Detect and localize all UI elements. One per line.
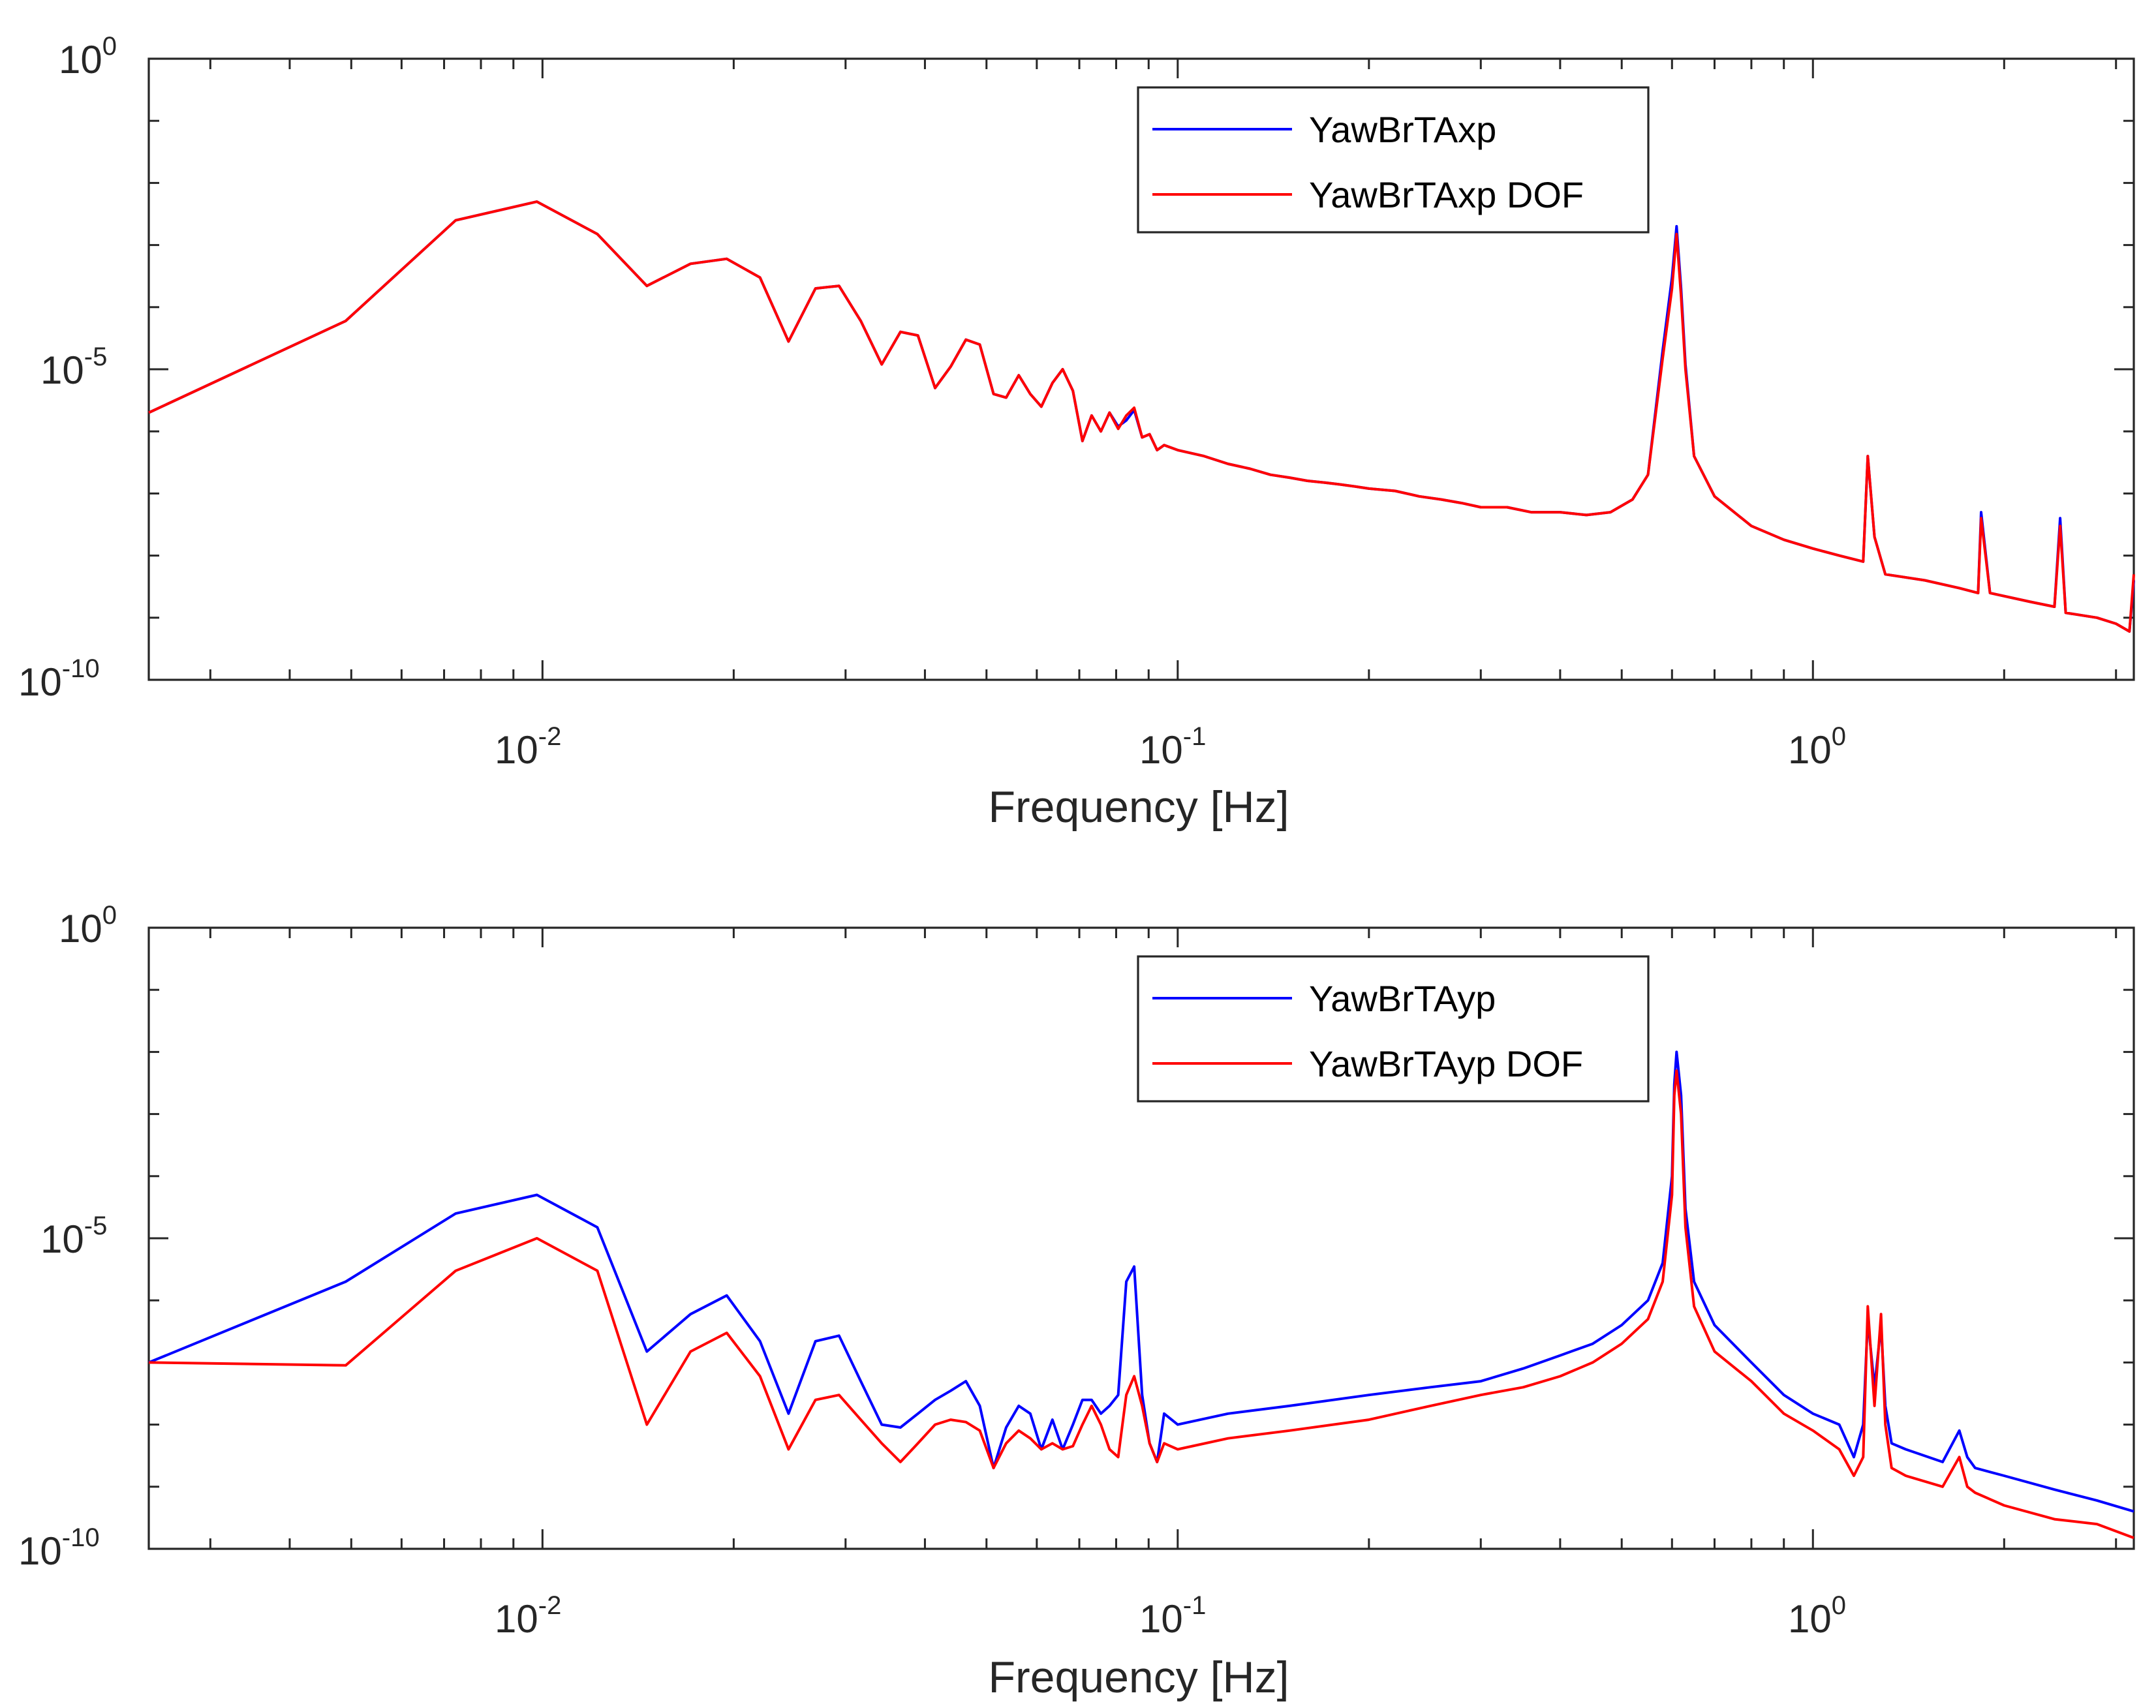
bottom-xtick-label-2: 100 <box>1788 1591 1846 1641</box>
top-ytick-label-1: 10-5 <box>40 343 107 392</box>
bottom-ytick-label-2: 10-10 <box>18 1523 100 1573</box>
bottom-series-layer <box>148 1050 2134 1540</box>
bottom-legend: YawBrTAyp YawBrTAyp DOF <box>1137 955 1650 1103</box>
top-xtick-label-0: 10-2 <box>495 722 561 772</box>
top-ytick-label-2: 10-10 <box>18 654 100 704</box>
top-series-0-line <box>148 200 2135 633</box>
bottom-xtick-label-0: 10-2 <box>495 1591 561 1641</box>
bottom-ytick-label-1: 10-5 <box>40 1212 107 1261</box>
bottom-legend-label-0: YawBrTAyp <box>1309 978 1496 1019</box>
bottom-plot-panel: 100 10-5 10-10 10-2 10-1 100 Frequency [… <box>18 901 2135 1702</box>
bottom-ytick-label-0: 100 <box>59 901 117 951</box>
top-plot-panel: 100 10-5 10-10 10-2 10-1 100 Frequency [… <box>18 32 2135 832</box>
bottom-legend-label-1: YawBrTAyp DOF <box>1309 1043 1583 1084</box>
bottom-xtick-label-1: 10-1 <box>1139 1591 1206 1641</box>
top-xtick-label-2: 100 <box>1788 722 1846 772</box>
top-legend-box <box>1137 86 1650 234</box>
bottom-legend-box <box>1137 955 1650 1103</box>
bottom-series-1-line <box>148 1069 2134 1540</box>
top-legend-label-1: YawBrTAxp DOF <box>1309 174 1584 215</box>
top-x-axis-label: Frequency [Hz] <box>988 782 1289 832</box>
top-series-layer <box>148 200 2135 633</box>
top-legend: YawBrTAxp YawBrTAxp DOF <box>1137 86 1650 234</box>
bottom-minor-ticks <box>149 926 2134 1550</box>
bottom-x-axis-label: Frequency [Hz] <box>988 1653 1289 1702</box>
top-series-1-line <box>148 200 2135 633</box>
top-legend-label-0: YawBrTAxp <box>1309 109 1496 150</box>
top-minor-ticks <box>149 57 2134 681</box>
top-ytick-label-0: 100 <box>59 32 117 82</box>
top-xtick-label-1: 10-1 <box>1139 722 1206 772</box>
bottom-series-0-line <box>148 1050 2134 1513</box>
